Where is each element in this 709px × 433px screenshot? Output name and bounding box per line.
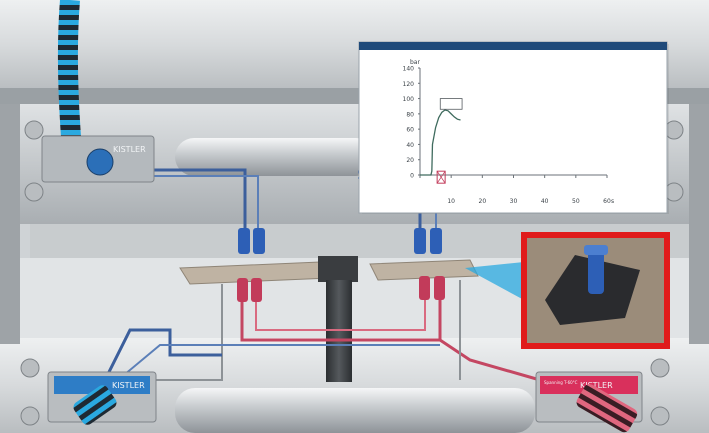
y-tick-label: 80 [406, 111, 414, 118]
cable-gland [86, 148, 114, 176]
callout-pointer [465, 262, 524, 300]
red-cable [576, 384, 638, 433]
bolt [650, 358, 670, 378]
sensor-connector-blue [430, 228, 442, 254]
blue-cable-bottom [73, 385, 117, 425]
start-marker-box [436, 170, 446, 184]
chart-header [359, 42, 667, 50]
sensor-connector-blue [238, 228, 250, 254]
inset-sensor-cap [584, 245, 608, 255]
sensor-connector-blue [253, 228, 265, 254]
pressure-chart-panel: 0 20 40 60 80 100 120 140 10 20 30 40 50 60 bar s [358, 41, 669, 214]
chart-plot: 0 20 40 60 80 100 120 140 10 20 30 40 50 60 bar s [403, 59, 615, 205]
y-tick-label: 20 [406, 157, 414, 164]
x-tick-label: 50 [572, 198, 580, 205]
kistler-sublabel-bottom-right: Spanning T-60°C [544, 380, 578, 385]
sensor-connector-red [251, 278, 262, 302]
right-column [689, 104, 709, 344]
x-axis-label: s [611, 198, 614, 205]
y-tick-label: 140 [403, 66, 415, 73]
peak-window-box [439, 98, 463, 110]
blue-cable [57, 0, 82, 151]
bolt [650, 406, 670, 426]
x-tick-label: 30 [510, 198, 518, 205]
bolt [24, 120, 44, 140]
sprue-cap [318, 256, 358, 282]
series-line-0 [420, 109, 461, 176]
sensor-cable-red [439, 338, 541, 382]
bolt [20, 358, 40, 378]
mold-insert-right [369, 259, 479, 281]
sensor-cable-red [240, 290, 442, 342]
chart-frame [358, 41, 668, 214]
sensor-cable-blue [150, 168, 247, 230]
x-tick-label: 10 [447, 198, 455, 205]
y-axis-label: bar [410, 59, 420, 66]
kistler-label-bottom-right: KISTLER [580, 381, 613, 390]
sensor-connector-blue [414, 228, 426, 254]
x-tick-label: 60 [603, 198, 611, 205]
sensor-cable-red [255, 290, 426, 331]
sensor-connector-red [434, 276, 445, 300]
y-tick-label: 60 [406, 127, 414, 134]
kistler-badge-bottom-left [54, 376, 150, 394]
x-tick-label: 40 [541, 198, 549, 205]
y-tick-label: 100 [403, 96, 415, 103]
kistler-label-top-left: KISTLER [113, 145, 146, 154]
upper-pipe [175, 138, 375, 176]
bolt [20, 406, 40, 426]
x-tick-label: 20 [479, 198, 487, 205]
y-tick-label: 120 [403, 81, 415, 88]
y-tick-label: 0 [410, 173, 414, 180]
y-tick-label: 40 [406, 142, 414, 149]
lower-pipe [175, 388, 535, 433]
start-marker-cross [436, 170, 446, 184]
sensor-cable-blue [150, 175, 259, 230]
inset-sensor [588, 250, 604, 294]
sensor-cable-blue [98, 328, 222, 391]
kistler-label-bottom-left: KISTLER [112, 381, 145, 390]
sensor-connector-red [419, 276, 430, 300]
bolt [24, 182, 44, 202]
sensor-connector-red [237, 278, 248, 302]
left-column [0, 104, 20, 344]
sensor-closeup-inset [521, 232, 670, 349]
